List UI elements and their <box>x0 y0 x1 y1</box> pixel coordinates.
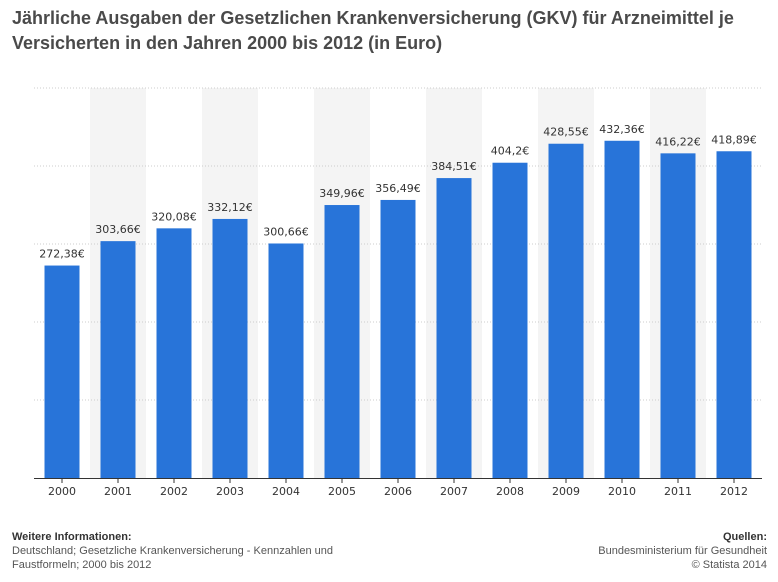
footer-info-heading: Weitere Informationen: <box>12 531 132 543</box>
bar-2009 <box>548 143 584 478</box>
footer-info-line: Deutschland; Gesetzliche Krankenversiche… <box>12 545 334 557</box>
x-tick-label-2003: 2003 <box>216 485 244 498</box>
value-label-2004: 300,66€ <box>263 225 309 238</box>
value-label-2012: 418,89€ <box>711 133 757 146</box>
footer-sources: Quellen: Bundesministerium für Gesundhei… <box>467 530 767 572</box>
bar-2001 <box>100 241 136 478</box>
bar-2007 <box>436 178 472 478</box>
value-label-2008: 404,2€ <box>491 145 530 158</box>
footer-info-line: Faustformeln; 2000 bis 2012 <box>12 559 152 571</box>
footer-sources-heading: Quellen: <box>722 531 767 543</box>
x-tick-label-2009: 2009 <box>552 485 580 498</box>
x-tick-labels: 2000 2001 2002 2003 2004 2005 2006 2007 2008 2009… <box>48 485 748 498</box>
x-tick-label-2001: 2001 <box>104 485 132 498</box>
value-label-2006: 356,49€ <box>375 182 421 195</box>
x-axis <box>34 478 762 483</box>
chart-title: Jährliche Ausgaben der Gesetzlichen Kran… <box>12 8 734 53</box>
x-tick-label-2000: 2000 <box>48 485 76 498</box>
x-tick-label-2010: 2010 <box>608 485 636 498</box>
x-tick-label-2012: 2012 <box>720 485 748 498</box>
footer-copyright[interactable]: © Statista 2014 <box>691 559 767 571</box>
footer-info: Weitere Informationen: Deutschland; Gese… <box>12 530 392 572</box>
bar-2006 <box>380 199 416 478</box>
bar-2003 <box>212 218 248 478</box>
value-labels: 272,38€ 303,66€ 320,08€ 332,12€ 300,66€ 349,9… <box>39 123 757 261</box>
value-label-2010: 432,36€ <box>599 123 645 136</box>
bar-2011 <box>660 153 696 479</box>
value-label-2005: 349,96€ <box>319 187 365 200</box>
value-label-2003: 332,12€ <box>207 201 253 214</box>
bar-chart: 272,38€ 303,66€ 320,08€ 332,12€ 300,66€ 349,9… <box>34 87 762 498</box>
value-label-2009: 428,55€ <box>543 126 589 139</box>
bar-2002 <box>156 228 192 478</box>
bar-2012 <box>716 151 752 478</box>
value-label-2000: 272,38€ <box>39 248 85 261</box>
footer-source-line[interactable]: Bundesministerium für Gesundheit <box>598 545 767 557</box>
value-label-2007: 384,51€ <box>431 160 477 173</box>
x-tick-label-2011: 2011 <box>664 485 692 498</box>
bar-2008 <box>492 162 528 478</box>
x-tick-label-2004: 2004 <box>272 485 300 498</box>
value-label-2002: 320,08€ <box>151 210 197 223</box>
x-tick-label-2005: 2005 <box>328 485 356 498</box>
x-tick-label-2008: 2008 <box>496 485 524 498</box>
value-label-2001: 303,66€ <box>95 223 141 236</box>
bar-2005 <box>324 205 360 479</box>
bars <box>44 140 752 479</box>
x-tick-label-2007: 2007 <box>440 485 468 498</box>
value-label-2011: 416,22€ <box>655 135 701 148</box>
x-tick-label-2002: 2002 <box>160 485 188 498</box>
bar-2000 <box>44 265 80 478</box>
bar-2010 <box>604 140 640 478</box>
bar-2004 <box>268 243 304 478</box>
x-tick-label-2006: 2006 <box>384 485 412 498</box>
